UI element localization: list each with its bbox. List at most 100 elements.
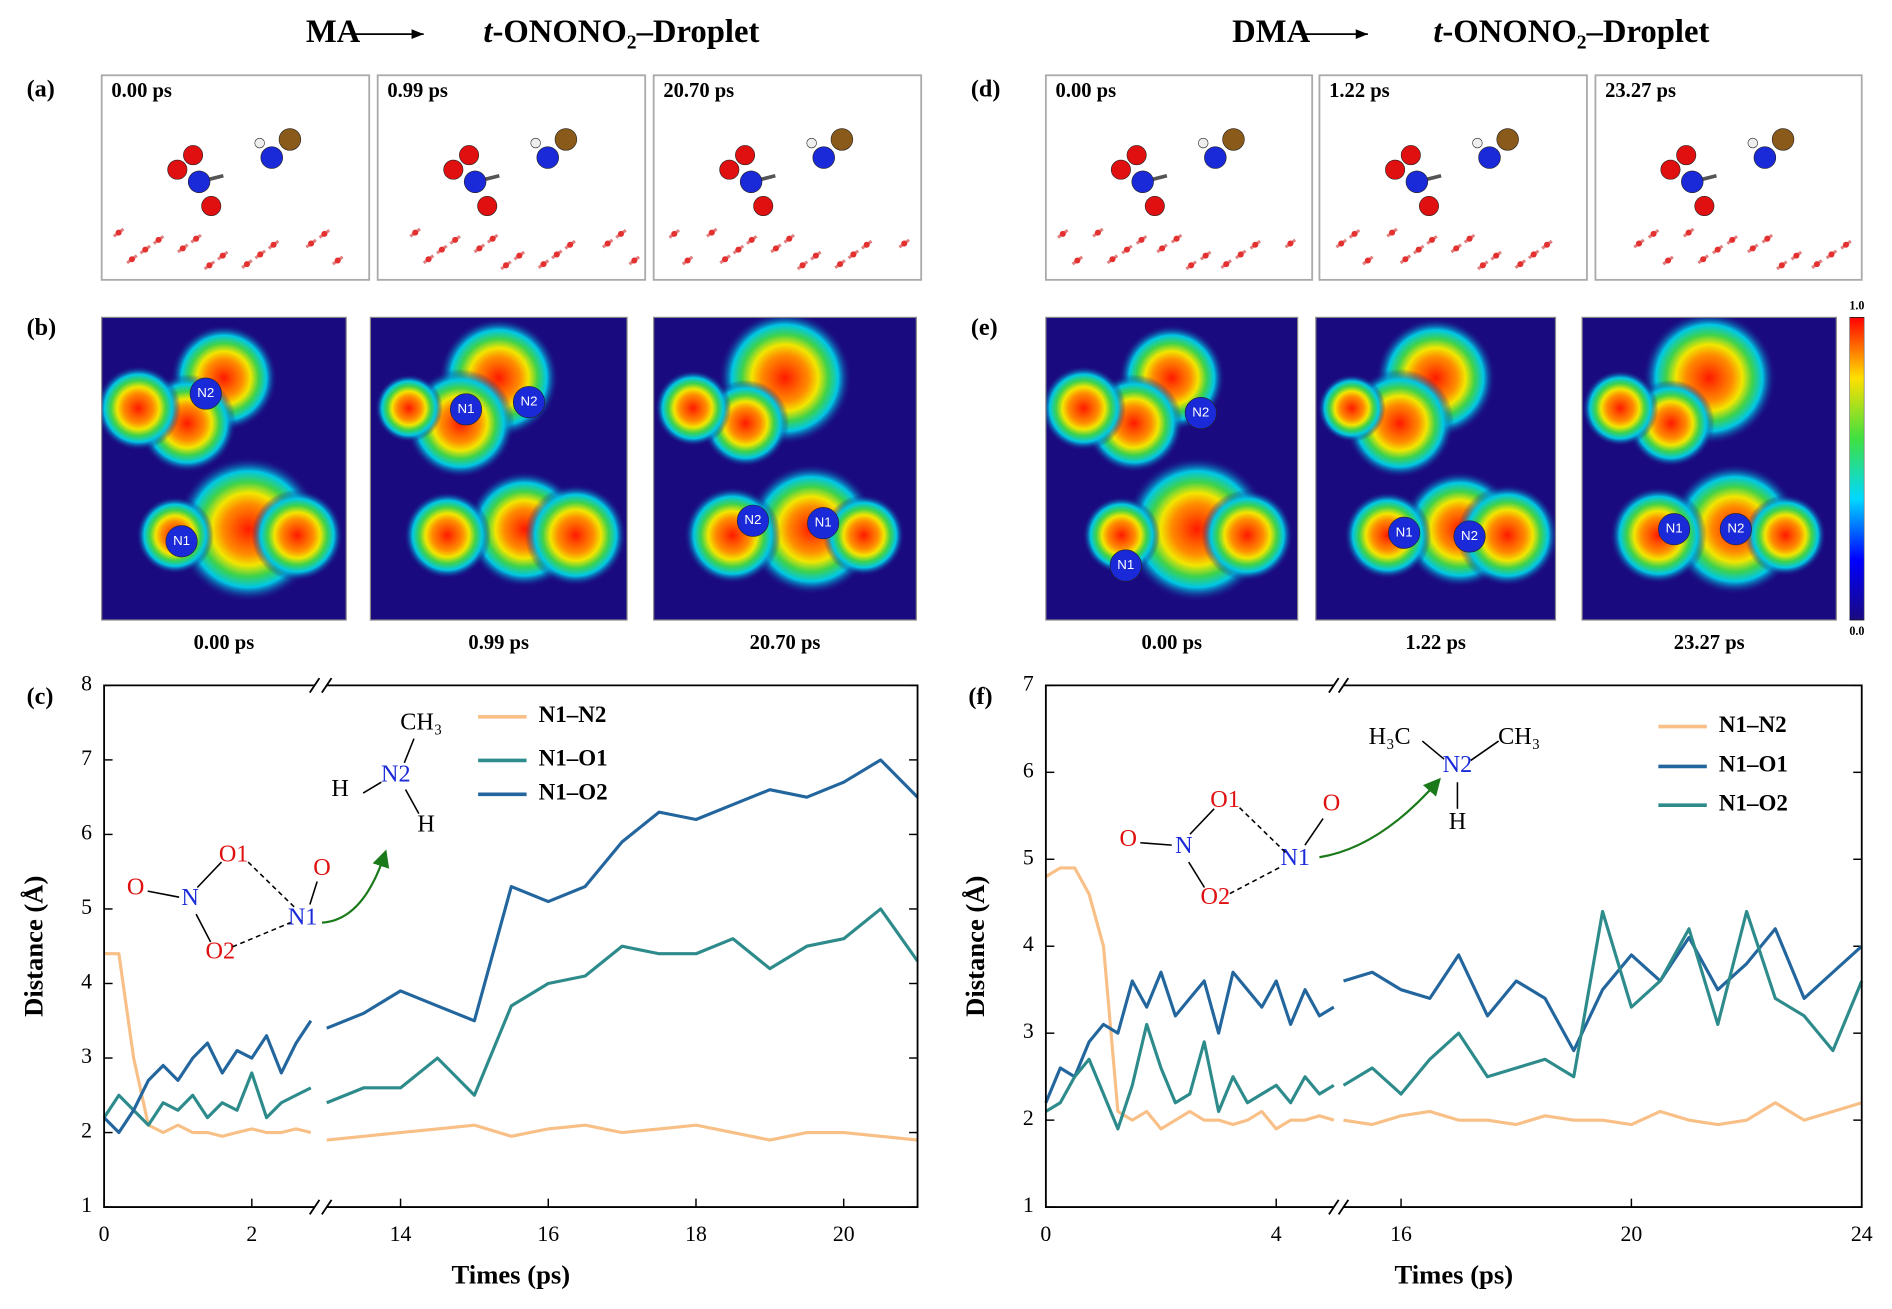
atom [477,196,498,216]
atom [443,159,464,180]
atom [1388,516,1421,549]
panel-title: MA t-ONONO₂–Droplet [306,14,760,50]
water-o [1813,261,1820,268]
atom [812,146,835,169]
panel-label: (b) [27,314,57,341]
atom-label: N2 [1192,405,1209,420]
atom [1658,513,1691,546]
y-tick-label: 2 [81,1119,92,1143]
inset-atom: O2 [1201,883,1231,910]
y-tick-label: 8 [81,671,92,695]
atom [1771,128,1795,151]
inset-atom: N2 [1443,751,1473,778]
axis-break [308,677,321,694]
bond-line [362,781,382,794]
bond-line [1188,861,1206,888]
water-o [476,245,483,252]
atom [1144,196,1165,216]
panel-title: DMA t-ONONO₂–Droplet [1232,14,1709,50]
bond-line [1470,740,1500,762]
bond-line [1229,866,1282,895]
atom [1753,146,1777,169]
water-o [1109,256,1116,263]
elf-blob [1082,496,1161,575]
elf-blob [101,365,181,451]
water-o [1635,240,1643,247]
atom [1110,159,1131,180]
title-product: -ONONO₂–Droplet [1442,14,1709,50]
snapshot-frame [652,74,923,281]
inset-atom: N2 [381,761,411,788]
axis-break [1328,677,1340,694]
axis-break [308,1199,321,1215]
water-o [1453,245,1460,252]
atom [1109,549,1142,582]
water-o [452,236,459,243]
axis-frame [103,684,919,1208]
atom [1478,146,1501,169]
elf-density [1045,324,1294,602]
atom [1204,146,1227,169]
water-o [179,245,186,252]
title-italic: t [1433,14,1443,50]
bond-line [232,921,291,948]
water-o [1415,246,1422,253]
elf-frame [1315,316,1557,621]
water-o [115,229,122,236]
water-o [567,241,574,248]
atom-label: N1 [815,515,832,530]
axis-break [1337,677,1350,694]
water-o [1351,230,1358,237]
elf-time: 0.00 ps [194,632,255,654]
atom [1198,137,1209,149]
atom [1681,170,1704,193]
bond-line [1189,808,1215,835]
axis-frame [1044,684,1863,1208]
atom [1131,170,1154,193]
inset-atom: O [313,854,330,881]
data-line [1343,927,1863,1053]
water-o [1287,240,1294,247]
water-o [1159,245,1166,252]
legend-label: N1–O2 [539,780,608,805]
snapshot-frame [100,74,371,281]
water-o [142,246,149,253]
data-line [1045,866,1335,1131]
water-o [1543,241,1551,248]
title-arrow-head [411,29,424,39]
inset-atom: N1 [288,904,318,931]
panel-label: (c) [27,683,54,710]
bond-line [147,890,180,898]
water-o [604,240,611,247]
x-tick-label: 20 [833,1222,855,1246]
x-tick-label: 20 [1621,1222,1643,1246]
water-o [1700,256,1707,263]
bond-line [1238,807,1287,853]
atom [450,393,483,426]
snapshot-frame [1594,74,1863,281]
elf-time: 0.00 ps [1141,632,1202,654]
atom [1405,170,1429,193]
water-o [1364,257,1371,264]
water-o [425,256,432,263]
snapshot-time: 0.00 ps [111,80,172,102]
bond-line [309,881,318,905]
atom [1747,137,1758,149]
y-axis-label: Distance (Å) [18,876,48,1017]
atom-label: N2 [1461,528,1478,543]
atom [736,504,769,537]
water-o [243,261,250,268]
water-o [193,235,200,242]
y-tick-label: 2 [1023,1106,1034,1130]
water-o [308,240,315,247]
reaction-arrow [1319,777,1441,859]
atom [807,507,840,540]
y-tick-label: 7 [1023,671,1034,695]
atom [806,137,817,149]
water-o [1202,252,1209,259]
y-axis-label: Distance (Å) [960,876,990,1017]
x-tick-label: 0 [99,1222,110,1246]
x-axis-label: Times (ps) [452,1259,571,1289]
water-o [1173,235,1180,242]
